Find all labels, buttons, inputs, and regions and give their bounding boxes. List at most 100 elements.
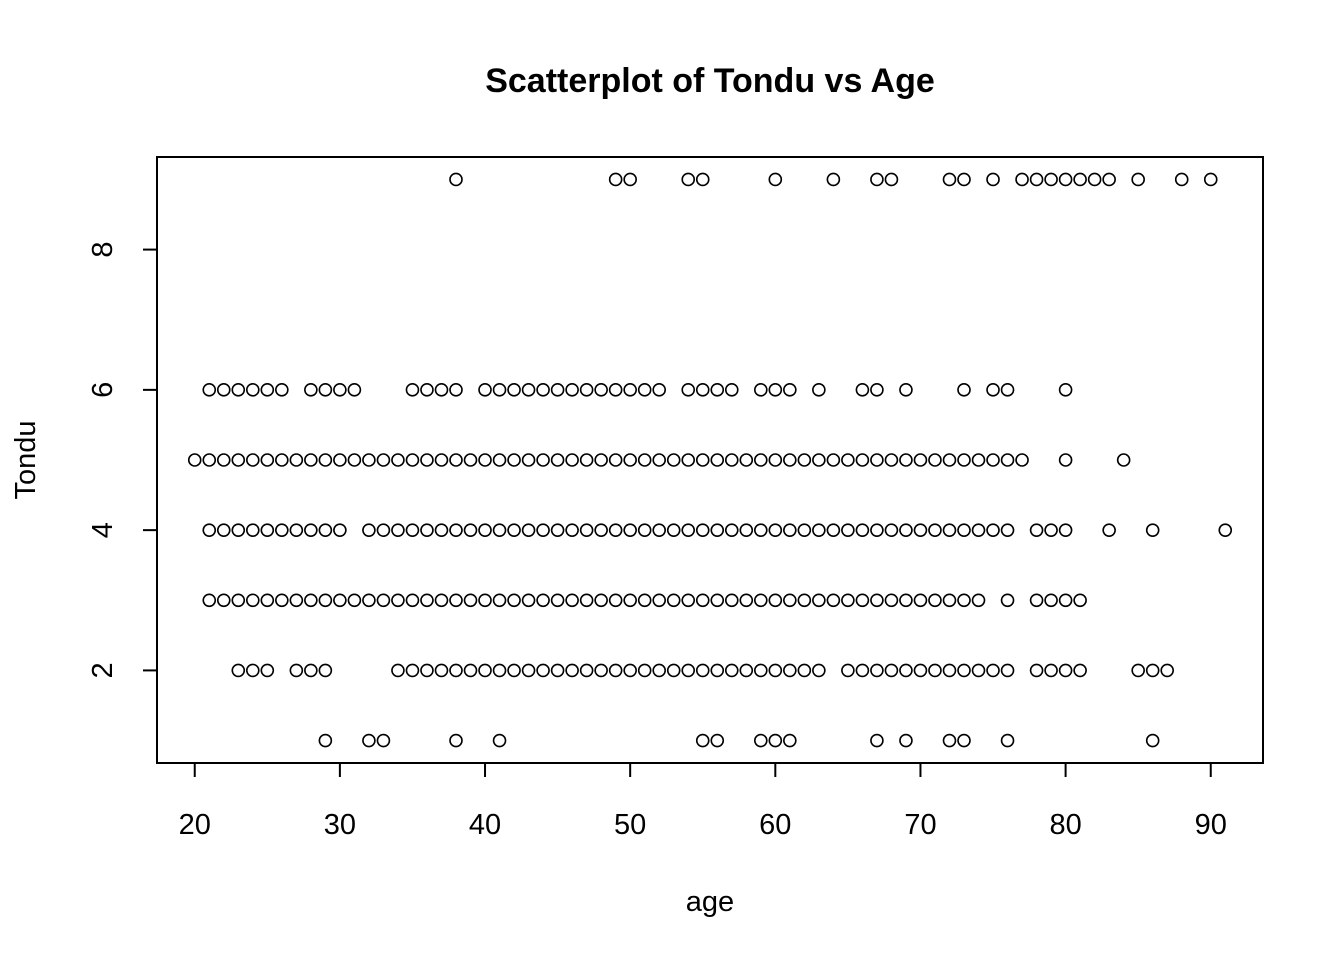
data-point (884, 523, 899, 537)
data-point (957, 172, 971, 187)
data-point (608, 523, 623, 537)
data-point (1174, 172, 1189, 187)
x-axis: 20 30 40 50 60 70 80 90 (179, 762, 1227, 841)
data-point (536, 523, 550, 537)
data-point (434, 523, 449, 537)
data-point (536, 453, 550, 467)
data-point (289, 523, 304, 537)
data-point (536, 383, 550, 397)
data-point (245, 593, 260, 608)
data-point (376, 593, 391, 608)
data-point (623, 172, 637, 187)
data-point (754, 453, 768, 467)
data-point (304, 523, 318, 537)
data-point (216, 383, 231, 397)
x-tick-label: 80 (1049, 809, 1081, 841)
data-point (608, 453, 623, 467)
data-point (1116, 453, 1131, 467)
x-tick-label: 40 (469, 809, 501, 841)
data-point (333, 453, 347, 467)
data-point (289, 663, 304, 678)
data-point (289, 453, 304, 467)
data-point (666, 593, 681, 608)
data-point (986, 663, 1000, 678)
data-point (579, 593, 594, 608)
data-point (507, 523, 521, 537)
data-point (1000, 523, 1015, 537)
chart-title: Scatterplot of Tondu vs Age (485, 62, 935, 100)
data-point (623, 663, 637, 678)
data-point (405, 453, 420, 467)
data-point (710, 453, 725, 467)
data-point (681, 453, 696, 467)
data-point (536, 663, 550, 678)
data-point (565, 453, 579, 467)
x-tick-label: 60 (759, 809, 791, 841)
data-point (579, 453, 594, 467)
data-point (594, 453, 608, 467)
data-point (754, 663, 768, 678)
data-point (1102, 523, 1116, 537)
data-point (608, 172, 623, 187)
data-point (304, 663, 318, 678)
data-point (1145, 733, 1160, 748)
data-point (884, 593, 899, 608)
data-point (870, 453, 884, 467)
data-point (870, 523, 884, 537)
data-point (797, 523, 812, 537)
data-point (681, 172, 696, 187)
data-point (449, 523, 463, 537)
data-point (492, 733, 507, 748)
data-point (216, 453, 231, 467)
data-point (826, 453, 841, 467)
data-point (681, 663, 696, 678)
data-point (928, 523, 942, 537)
data-point (942, 172, 957, 187)
data-point (521, 523, 536, 537)
data-point (855, 663, 870, 678)
data-point (928, 663, 942, 678)
data-point (666, 663, 681, 678)
data-point (1029, 523, 1044, 537)
data-point (579, 663, 594, 678)
data-point (245, 453, 260, 467)
data-point (362, 523, 376, 537)
data-point (971, 453, 986, 467)
data-point (695, 593, 710, 608)
data-point (1058, 383, 1073, 397)
data-point (797, 593, 812, 608)
data-point (783, 383, 797, 397)
data-point (202, 593, 217, 608)
data-point (957, 733, 971, 748)
data-point (695, 523, 710, 537)
data-point (768, 453, 783, 467)
data-point (724, 383, 739, 397)
data-point (420, 383, 434, 397)
data-point (434, 383, 449, 397)
data-point (608, 383, 623, 397)
data-point (1015, 453, 1029, 467)
data-point (942, 523, 957, 537)
data-point (449, 453, 463, 467)
data-point (942, 593, 957, 608)
data-point (783, 593, 797, 608)
data-point (333, 593, 347, 608)
data-point (579, 383, 594, 397)
data-point (463, 663, 478, 678)
data-point (1073, 663, 1087, 678)
data-point (1000, 663, 1015, 678)
data-point (826, 593, 841, 608)
plot-frame (156, 156, 1264, 764)
data-point (333, 523, 347, 537)
data-point (347, 593, 362, 608)
data-point (405, 383, 420, 397)
data-point (187, 453, 202, 467)
data-point (376, 733, 391, 748)
data-point (231, 383, 246, 397)
data-point (768, 172, 783, 187)
data-point (768, 383, 783, 397)
data-point (870, 663, 884, 678)
data-point (768, 733, 783, 748)
data-point (594, 663, 608, 678)
data-point (478, 523, 492, 537)
